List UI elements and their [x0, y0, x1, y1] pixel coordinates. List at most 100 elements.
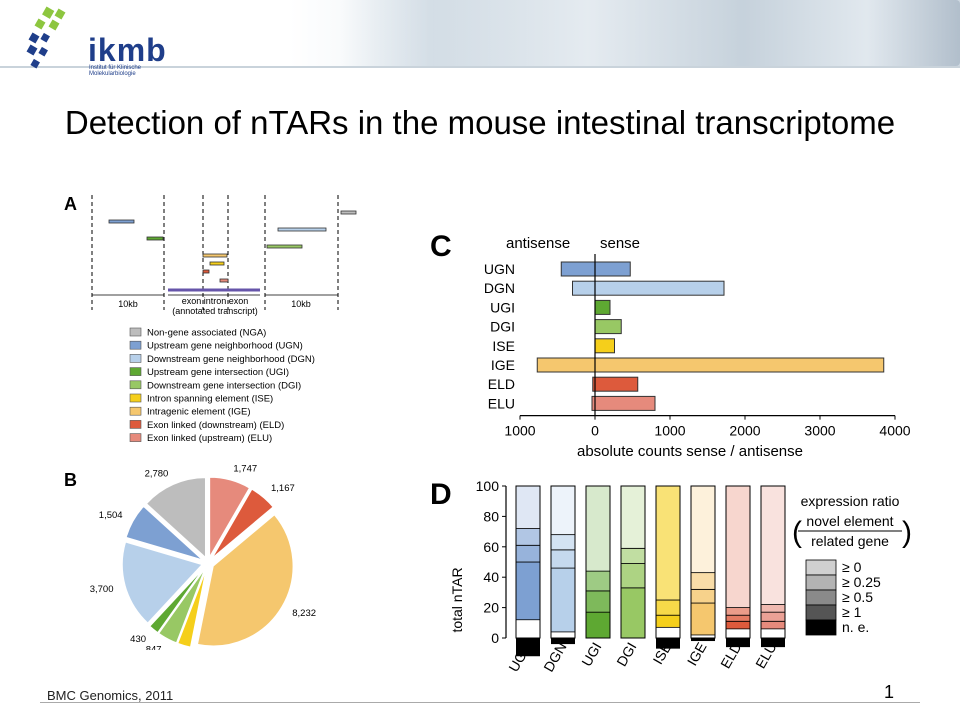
header-banner [0, 0, 960, 68]
segment-bars [108, 210, 357, 283]
segment [620, 485, 646, 549]
citation-footer: BMC Genomics, 2011 [47, 688, 174, 703]
pie-value-label: 8,232 [292, 608, 316, 619]
logo-text: ikmb [88, 32, 167, 68]
legend-swatch [129, 380, 142, 390]
legend-swatch [805, 619, 837, 636]
bar-ise [655, 485, 681, 639]
legend-item-label: ≥ 1 [842, 604, 862, 620]
segment-ne [726, 638, 750, 648]
pie-slice-dgi [157, 567, 206, 644]
bar-ugi [594, 299, 611, 315]
legend-title: expression ratio [801, 493, 900, 509]
bar-dgi [594, 319, 622, 335]
segment [760, 611, 786, 622]
segment [620, 563, 646, 589]
x-tick-label: 3000 [804, 423, 835, 439]
segment [585, 590, 611, 613]
legend-swatch [129, 354, 142, 363]
pie-value-label: 430 [130, 634, 146, 645]
pie-slice-ugn [125, 505, 204, 561]
panel-c-label: C [430, 230, 452, 263]
scale-label-center: exon intron exon (annotated transcript) [172, 296, 258, 316]
pie-slice-ugi [148, 567, 205, 634]
category-label: IGE [491, 357, 515, 373]
slide-title: Detection of nTARs in the mouse intestin… [64, 104, 896, 141]
segment [515, 528, 541, 546]
panel-d-bars: UGN DGN UGI DGI ISE IGE ELD ELU [505, 485, 786, 675]
bar-ige [690, 485, 716, 639]
legend-item-label: Upstream gene neighborhood (UGN) [147, 341, 303, 352]
legend-item-label: Downstream gene neighborhood (DGN) [147, 354, 315, 365]
bar-elu [760, 485, 786, 639]
legend-swatch [805, 604, 837, 621]
bar-dgi [620, 485, 646, 639]
header-divider [0, 66, 960, 68]
legend-swatch [805, 589, 837, 606]
ikmb-logo: ikmb Institut für Klinische Molekularbio… [22, 6, 182, 77]
pie-value-label: 1,747 [233, 463, 257, 474]
legend-item-label: Downstream gene intersection (DGI) [147, 380, 301, 391]
logo-mark-icon [26, 6, 66, 69]
segment [725, 620, 751, 630]
pie-slice-ise [176, 568, 207, 648]
segment [760, 485, 786, 605]
pie-slice-elu [208, 476, 251, 560]
bar-ugn [560, 261, 631, 277]
segment-ne [761, 638, 785, 648]
panel-c-axis: 1000 0 1000 2000 3000 4000 [504, 254, 910, 439]
bar-eld [725, 485, 751, 639]
genome-diagram [91, 195, 339, 310]
segment [550, 485, 576, 536]
segment-ne [691, 638, 715, 642]
segment [760, 620, 786, 630]
panel-a-label: A [64, 194, 77, 214]
panel-d-legend: ≥ 0≥ 0.25≥ 0.5≥ 1n. e. [805, 559, 881, 636]
category-label: IGE [684, 640, 710, 669]
right-paren: ) [902, 516, 912, 549]
legend-swatch [129, 340, 142, 350]
y-tick-label: 60 [483, 539, 499, 555]
pie-slice-eld [211, 488, 275, 559]
sense-header: sense [600, 235, 640, 252]
segment [620, 547, 646, 564]
panel-b-label: B [64, 470, 77, 490]
pie-value-label: 2,780 [145, 468, 169, 479]
left-paren: ( [792, 516, 802, 549]
x-tick-label: 1000 [654, 423, 685, 439]
segment [585, 570, 611, 592]
category-label: UGI [578, 640, 604, 670]
pie-slices [121, 476, 294, 648]
legend-item-label: ≥ 0.25 [842, 574, 881, 590]
segment [690, 572, 716, 590]
category-label: DGN [540, 640, 569, 675]
pie-value-label: 1,167 [271, 483, 295, 494]
legend-item-label: ≥ 0 [842, 559, 862, 575]
y-tick-label: 100 [476, 478, 500, 494]
antisense-header: antisense [506, 235, 570, 252]
panel-a-legend: Non-gene associated (NGA) Upstream gene n… [129, 328, 315, 444]
legend-item-label: Non-gene associated (NGA) [147, 328, 266, 339]
segment [550, 549, 576, 569]
category-label: ELU [488, 395, 515, 411]
category-label: UGI [490, 299, 515, 315]
legend-item-label: n. e. [842, 619, 869, 635]
panel-d-axis: 0 20 40 60 80 100 [476, 478, 507, 646]
segment-ne [656, 638, 680, 649]
x-tick-label: 2000 [729, 423, 760, 439]
segment [515, 544, 541, 563]
legend-swatch [805, 559, 837, 576]
segment [690, 602, 716, 636]
pie-slice-ige [196, 513, 294, 647]
page-number: 1 [884, 682, 895, 702]
segment [585, 485, 611, 572]
segment [760, 604, 786, 613]
legend-item-label: Intron spanning element (ISE) [147, 394, 273, 405]
segment-ne [516, 638, 540, 657]
segment [515, 485, 541, 529]
y-tick-label: 80 [483, 508, 499, 524]
bar-ugn [515, 485, 541, 639]
pie-value-label: 847 [146, 644, 162, 650]
legend-swatch [129, 420, 142, 429]
